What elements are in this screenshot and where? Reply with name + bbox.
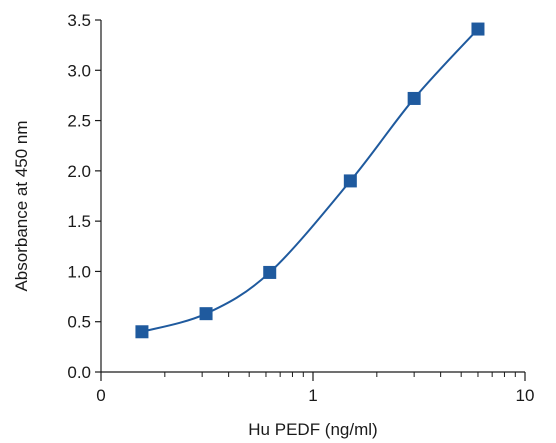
data-point-marker (471, 22, 485, 36)
x-axis-ticks: 0 1 10 (96, 372, 534, 405)
y-axis-ticks: 0.0 0.5 1.0 1.5 2.0 2.5 3.0 3.5 (67, 11, 101, 382)
y-tick-label: 2.5 (67, 112, 91, 131)
y-tick-label: 0.0 (67, 363, 91, 382)
data-point-marker (407, 91, 421, 105)
data-points (135, 22, 485, 339)
data-point-marker (343, 174, 357, 188)
y-tick-label: 2.0 (67, 162, 91, 181)
axes (100, 20, 525, 373)
y-axis-title: Absorbance at 450 nm (12, 120, 31, 291)
y-tick-label: 3.0 (67, 61, 91, 80)
y-tick-label: 0.5 (67, 313, 91, 332)
x-tick-label: 0 (96, 386, 105, 405)
x-axis-title: Hu PEDF (ng/ml) (248, 420, 377, 439)
data-point-marker (263, 265, 277, 279)
y-tick-label: 1.5 (67, 212, 91, 231)
x-tick-label: 10 (516, 386, 535, 405)
data-point-marker (135, 325, 149, 339)
y-tick-label: 3.5 (67, 11, 91, 30)
x-tick-label: 1 (308, 386, 317, 405)
y-tick-label: 1.0 (67, 262, 91, 281)
fit-curve-line (141, 28, 479, 333)
data-point-marker (199, 307, 213, 321)
